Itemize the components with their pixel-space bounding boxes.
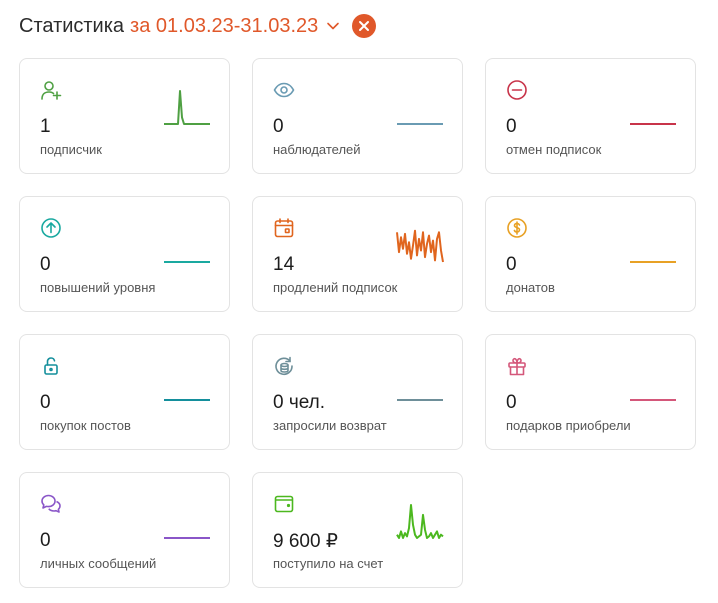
stat-card-upgrades[interactable]: 0 повышений уровня — [19, 196, 230, 312]
stat-label: отмен подписок — [506, 142, 602, 157]
period-label: за 01.03.23-31.03.23 — [130, 14, 319, 37]
stat-label: запросили возврат — [273, 418, 387, 433]
stat-value: 0 — [506, 116, 517, 137]
page-title: Статистика — [19, 14, 125, 37]
sparkline-series — [396, 229, 444, 263]
sparkline — [164, 261, 210, 263]
stat-card-refunds[interactable]: 0 чел. запросили возврат — [252, 334, 463, 450]
stat-card-post-purchases[interactable]: 0 покупок постов — [19, 334, 230, 450]
sparkline — [630, 399, 676, 401]
eye-icon — [273, 82, 295, 98]
sparkline — [396, 504, 444, 539]
gift-icon — [508, 357, 526, 376]
sparkline — [164, 537, 210, 539]
sparkline — [397, 123, 443, 125]
stat-label: повышений уровня — [40, 280, 156, 295]
stat-value: 0 — [40, 530, 51, 551]
minus-circle-icon — [507, 80, 527, 100]
sparkline — [630, 261, 676, 263]
stat-card-gifts[interactable]: 0 подарков приобрели — [485, 334, 696, 450]
sparkline — [397, 399, 443, 401]
stat-label: подписчик — [40, 142, 102, 157]
stats-header: Статистика за 01.03.23-31.03.23 — [19, 12, 377, 40]
sparkline — [630, 123, 676, 125]
period-selector[interactable]: за 01.03.23-31.03.23 — [130, 15, 340, 38]
stat-value: 14 — [273, 254, 295, 275]
stat-label: продлений подписок — [273, 280, 398, 295]
stat-value: 0 — [506, 392, 517, 413]
sparkline-series — [396, 504, 444, 539]
stat-label: поступило на счет — [273, 556, 384, 571]
sparkline — [164, 399, 210, 401]
refund-coins-icon — [275, 356, 293, 376]
stat-value: 0 — [40, 254, 51, 275]
sparkline-series — [164, 90, 210, 125]
stat-label: донатов — [506, 280, 555, 295]
stat-value: 0 — [506, 254, 517, 275]
stat-value: 1 — [40, 116, 51, 137]
stat-card-messages[interactable]: 0 личных сообщений — [19, 472, 230, 588]
dollar-circle-icon — [507, 218, 527, 238]
stat-label: подарков приобрели — [506, 418, 631, 433]
arrow-up-circle-icon — [41, 218, 61, 238]
stat-card-cancellations[interactable]: 0 отмен подписок — [485, 58, 696, 174]
user-plus-icon — [41, 81, 62, 100]
clear-period-button[interactable] — [352, 14, 377, 38]
stat-card-donations[interactable]: 0 донатов — [485, 196, 696, 312]
stat-value: 0 — [273, 116, 284, 137]
stat-card-subscribers[interactable]: 1 подписчик — [19, 58, 230, 174]
wallet-icon — [274, 495, 294, 513]
stat-label: покупок постов — [40, 418, 131, 433]
lock-open-icon — [44, 357, 58, 375]
stat-label: личных сообщений — [40, 556, 157, 571]
stat-value: 0 чел. — [273, 392, 326, 413]
stat-card-income[interactable]: 9 600 ₽ поступило на счет — [252, 472, 463, 588]
stat-card-watchers[interactable]: 0 наблюдателей — [252, 58, 463, 174]
chat-bubbles-icon — [41, 494, 61, 513]
stat-value: 0 — [40, 392, 51, 413]
stat-card-renewals[interactable]: 14 продлений подписок — [252, 196, 463, 312]
calendar-icon — [274, 218, 294, 238]
sparkline — [164, 90, 210, 125]
stat-label: наблюдателей — [273, 142, 361, 157]
close-icon — [359, 21, 370, 31]
stat-value: 9 600 ₽ — [273, 531, 338, 552]
sparkline — [396, 229, 444, 263]
chevron-down-icon — [327, 22, 340, 30]
